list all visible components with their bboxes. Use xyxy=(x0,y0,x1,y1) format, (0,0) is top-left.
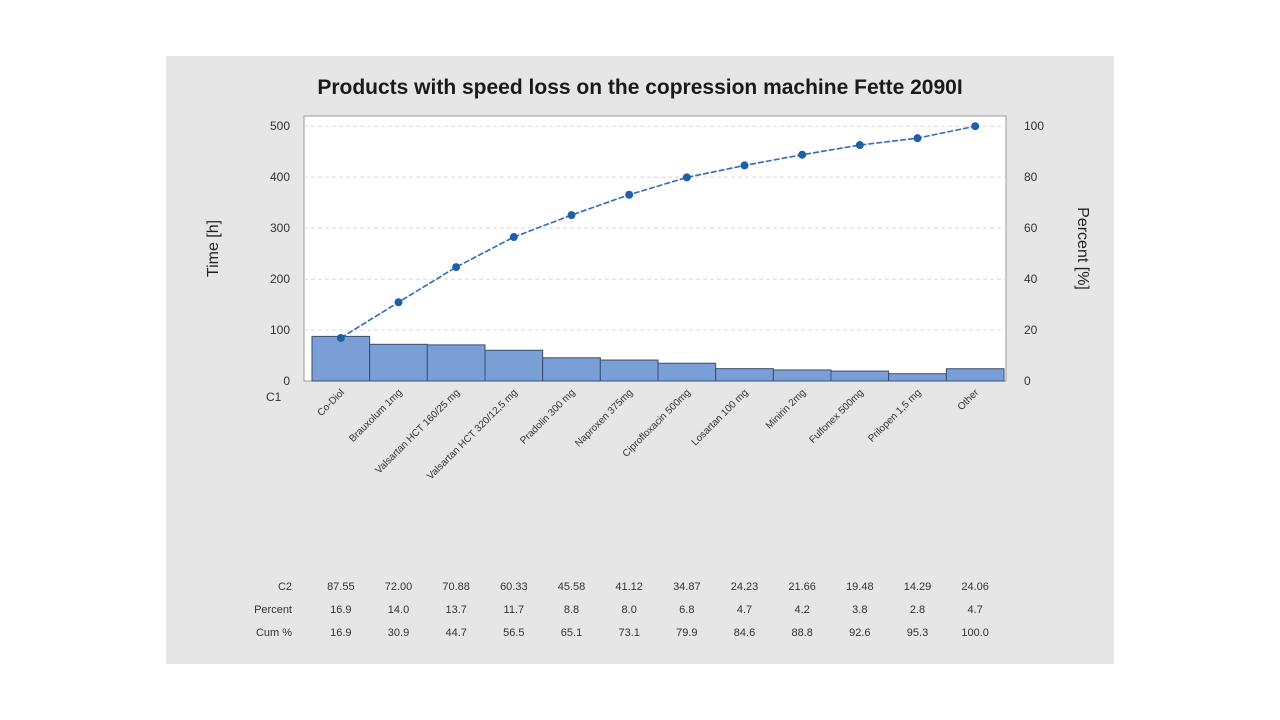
table-cell: 30.9 xyxy=(388,627,409,639)
y-tick-label: 100 xyxy=(270,323,290,337)
bar xyxy=(311,335,371,382)
pareto-chart: 0 100 200 300 400 500 0 20 40 60 80 100 Time [h] Perc… xyxy=(205,115,1091,639)
table-cell: 65.1 xyxy=(561,627,582,639)
table-cell: 87.55 xyxy=(327,581,355,593)
chart-panel: Products with speed loss on the copressi… xyxy=(166,56,1114,664)
bar xyxy=(945,368,1005,382)
table-cell: 84.6 xyxy=(734,627,755,639)
table-cell: 56.5 xyxy=(503,627,524,639)
plot-area xyxy=(303,115,1007,382)
y2-tick-label: 40 xyxy=(1024,272,1038,286)
category-label: Other xyxy=(956,387,982,413)
table-cell: 95.3 xyxy=(907,627,928,639)
table-cell: 73.1 xyxy=(618,627,639,639)
table-cell: 24.06 xyxy=(961,581,989,593)
y-tick-label: 400 xyxy=(270,170,290,184)
y2-axis-title: Percent [%] xyxy=(1074,207,1091,290)
category-label: Prilopen 1,5 mg xyxy=(866,387,923,444)
table-cell: 4.7 xyxy=(968,604,983,616)
table-cell: 92.6 xyxy=(849,627,870,639)
table-cell: 44.7 xyxy=(445,627,466,639)
y-axis-title: Time [h] xyxy=(205,220,222,277)
table-row-label: C2 xyxy=(278,581,292,593)
table-cell: 34.87 xyxy=(673,581,701,593)
table-cell: 21.66 xyxy=(788,581,816,593)
category-label: Minirin 2mg xyxy=(764,387,808,431)
y2-tick-label: 100 xyxy=(1024,119,1044,133)
table-cell: 79.9 xyxy=(676,627,697,639)
category-label: Fulfonex 500mg xyxy=(807,387,865,445)
table-row-label: Percent xyxy=(254,604,292,616)
table-cell: 16.9 xyxy=(330,604,351,616)
bar xyxy=(657,362,717,382)
cumulative-point xyxy=(740,161,749,170)
cumulative-point xyxy=(971,122,980,131)
cumulative-point xyxy=(336,333,345,342)
bar xyxy=(830,370,890,382)
bar xyxy=(426,344,486,382)
bar xyxy=(715,368,774,382)
table-row-label: Cum % xyxy=(256,627,292,639)
y2-tick-label: 80 xyxy=(1024,170,1038,184)
y-tick-label: 300 xyxy=(270,221,290,235)
bar xyxy=(599,359,659,382)
table-cell: 41.12 xyxy=(615,581,643,593)
table-cell: 70.88 xyxy=(442,581,470,593)
table-cell: 11.7 xyxy=(504,604,525,616)
cumulative-point xyxy=(509,233,518,242)
table-cell: 88.8 xyxy=(791,627,812,639)
y2-tick-label: 60 xyxy=(1024,221,1038,235)
table-cell: 24.23 xyxy=(731,581,759,593)
table-cell: 4.7 xyxy=(737,604,752,616)
table-cell: 14.29 xyxy=(904,581,932,593)
table-cell: 2.8 xyxy=(910,604,925,616)
table-cell: 100.0 xyxy=(961,627,989,639)
table-cell: 8.8 xyxy=(564,604,579,616)
y2-tick-label: 0 xyxy=(1024,374,1031,388)
cumulative-point xyxy=(682,173,691,182)
cumulative-point xyxy=(394,298,403,307)
table-cell: 19.48 xyxy=(846,581,874,593)
chart-title: Products with speed loss on the copressi… xyxy=(317,76,963,99)
bar xyxy=(369,343,428,382)
bar xyxy=(484,349,544,382)
table-cell: 60.33 xyxy=(500,581,528,593)
y-tick-label: 500 xyxy=(270,119,290,133)
table-cell: 72.00 xyxy=(385,581,413,593)
table-cell: 6.8 xyxy=(679,604,694,616)
cumulative-point xyxy=(798,150,807,159)
table-cell: 8.0 xyxy=(622,604,637,616)
table-cell: 4.2 xyxy=(795,604,810,616)
cumulative-point xyxy=(855,141,864,150)
bar xyxy=(542,357,601,382)
table-cell: 13.7 xyxy=(445,604,466,616)
y-tick-label: 200 xyxy=(270,272,290,286)
category-label: Pradolin 300 mg xyxy=(518,387,577,446)
category-label: Losartan 100 mg xyxy=(690,387,751,448)
category-label: Co-Diol xyxy=(316,387,347,418)
bar xyxy=(888,373,947,382)
y2-tick-label: 20 xyxy=(1024,323,1038,337)
x-header-label: C1 xyxy=(266,390,282,404)
table-cell: 16.9 xyxy=(330,627,351,639)
cumulative-point xyxy=(452,263,461,272)
table-cell: 14.0 xyxy=(388,604,409,616)
cumulative-point xyxy=(913,134,922,143)
cumulative-point xyxy=(625,190,634,199)
cumulative-point xyxy=(567,211,576,220)
y-tick-label: 0 xyxy=(283,374,290,388)
cumulative-line xyxy=(340,125,976,339)
bar xyxy=(772,369,832,382)
table-cell: 3.8 xyxy=(852,604,867,616)
category-label: Naproxen 375mg xyxy=(573,387,635,449)
category-label: Brauxolum 1mg xyxy=(347,387,404,444)
table-cell: 45.58 xyxy=(558,581,586,593)
